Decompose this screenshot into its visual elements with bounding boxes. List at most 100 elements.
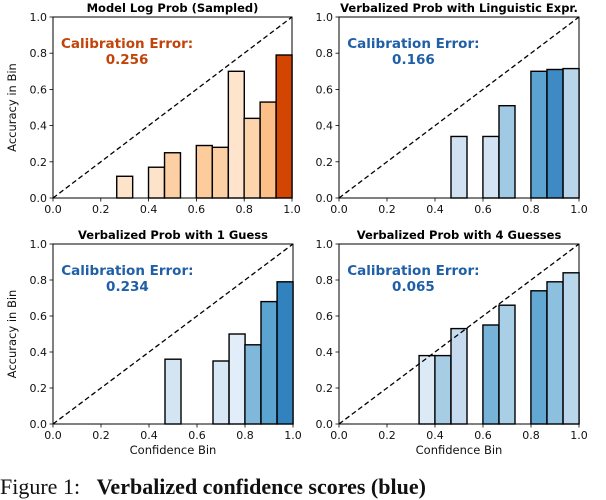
- y-tick-label: 0.8: [316, 274, 334, 287]
- y-tick-label: 1.0: [316, 11, 334, 24]
- x-tick-label: 0.8: [522, 429, 540, 442]
- bar: [434, 354, 452, 425]
- subplot-title: Verbalized Prob with 4 Guesses: [357, 228, 562, 242]
- y-axis-label: Accuracy in Bin: [5, 290, 19, 379]
- y-tick-label: 0.4: [316, 346, 334, 359]
- perfect-calibration-line: [338, 243, 580, 425]
- subplot-title: Verbalized Prob with 1 Guess: [78, 228, 268, 242]
- x-tick-label: 0.6: [188, 203, 206, 216]
- x-tick-label: 0.0: [44, 429, 62, 442]
- y-tick-label: 0.6: [316, 310, 334, 323]
- bar: [227, 70, 245, 199]
- subplot-title: Model Log Prob (Sampled): [87, 1, 259, 15]
- bar: [498, 104, 516, 199]
- x-tick-label: 0.0: [330, 429, 348, 442]
- x-tick-label: 0.0: [44, 203, 62, 216]
- y-tick-label: 0.6: [316, 83, 334, 96]
- x-tick-label: 1.0: [570, 203, 588, 216]
- y-tick-label: 0.4: [316, 120, 334, 133]
- perfect-calibration-line: [52, 16, 293, 199]
- x-tick-label: 0.8: [522, 203, 540, 216]
- bar: [562, 272, 580, 425]
- calibration-error-value: 0.166: [392, 52, 435, 68]
- x-axis-label: Confidence Bin: [416, 443, 503, 457]
- bar: [530, 70, 548, 199]
- x-tick-label: 0.8: [235, 203, 253, 216]
- bar: [147, 166, 166, 199]
- calibration-error-value: 0.234: [106, 279, 149, 295]
- x-tick-label: 0.6: [474, 203, 492, 216]
- x-tick-label: 0.2: [378, 203, 396, 216]
- y-tick-label: 1.0: [30, 11, 48, 24]
- bar: [498, 304, 516, 425]
- bar: [482, 324, 500, 425]
- y-tick-label: 1.0: [30, 238, 48, 251]
- bar: [243, 117, 261, 199]
- bar: [450, 327, 468, 425]
- axes-frame: [52, 243, 294, 425]
- y-tick-label: 0.8: [30, 47, 48, 60]
- y-tick-label: 0.2: [316, 382, 334, 395]
- y-axis-label: Accuracy in Bin: [5, 63, 19, 152]
- x-tick-label: 0.4: [140, 203, 158, 216]
- bar: [562, 67, 580, 199]
- perfect-calibration-line: [338, 16, 580, 199]
- y-tick-label: 0.0: [316, 418, 334, 431]
- bar: [482, 135, 500, 199]
- subplot-3: 0.0 0.2 0.4 0.6 0.8 1.0 0.0 0.2 0.4 0.6 0.8 1.0 Verb…: [5, 228, 302, 457]
- y-tick-label: 0.2: [30, 156, 48, 169]
- y-tick-label: 1.0: [316, 238, 334, 251]
- subplot-title: Verbalized Prob with Linguistic Expr.: [340, 1, 578, 15]
- y-tick-label: 0.8: [30, 274, 48, 287]
- bar: [244, 344, 262, 425]
- y-tick-label: 0.4: [30, 346, 48, 359]
- bar: [163, 152, 182, 199]
- x-tick-label: 0.4: [426, 429, 444, 442]
- x-tick-label: 0.0: [330, 203, 348, 216]
- x-tick-label: 1.0: [283, 203, 301, 216]
- calibration-error-value: 0.256: [106, 52, 149, 68]
- bar: [260, 300, 278, 425]
- calibration-error-value: 0.065: [392, 279, 435, 295]
- x-tick-label: 0.2: [92, 429, 110, 442]
- axes-frame: [338, 16, 580, 199]
- subplot-2: 0.0 0.2 0.4 0.6 0.8 1.0 0.0 0.2 0.4 0.6 0.8 1.0 Verb…: [316, 1, 588, 216]
- bar: [228, 333, 246, 425]
- bar: [418, 354, 436, 425]
- y-tick-label: 0.0: [30, 192, 48, 205]
- axes-frame: [52, 16, 293, 199]
- x-tick-label: 0.8: [236, 429, 254, 442]
- perfect-calibration-line: [52, 243, 294, 425]
- x-tick-label: 0.6: [474, 429, 492, 442]
- x-tick-label: 0.2: [92, 203, 110, 216]
- bar: [546, 68, 564, 199]
- x-axis-label: Confidence Bin: [130, 443, 217, 457]
- axes-frame: [338, 243, 580, 425]
- x-tick-label: 0.4: [140, 429, 158, 442]
- bar: [116, 175, 134, 199]
- subplot-4: 0.0 0.2 0.4 0.6 0.8 1.0 0.0 0.2 0.4 0.6 0.8 1.0 Verb…: [316, 228, 588, 457]
- bar: [164, 358, 182, 425]
- bar: [450, 135, 468, 199]
- bar: [212, 360, 230, 425]
- caption-label: Figure 1:: [0, 474, 81, 499]
- bar: [276, 281, 294, 425]
- subplot-1: 0.0 0.2 0.4 0.6 0.8 1.0 0.0 0.2 0.4 0.6 0.8 1.0 Mode…: [5, 1, 301, 216]
- y-tick-label: 0.0: [316, 192, 334, 205]
- x-tick-label: 1.0: [284, 429, 302, 442]
- caption-text: Verbalized confidence scores (blue): [96, 474, 426, 499]
- bar: [546, 281, 564, 425]
- calibration-error-label: Calibration Error:: [347, 36, 479, 52]
- y-tick-label: 0.6: [30, 310, 48, 323]
- bar: [211, 146, 229, 199]
- x-tick-label: 0.4: [426, 203, 444, 216]
- x-tick-label: 0.2: [378, 429, 396, 442]
- x-tick-label: 1.0: [570, 429, 588, 442]
- calibration-error-label: Calibration Error:: [347, 263, 479, 279]
- y-tick-label: 0.2: [316, 156, 334, 169]
- x-tick-label: 0.6: [188, 429, 206, 442]
- bar: [195, 144, 213, 199]
- y-tick-label: 0.8: [316, 47, 334, 60]
- bar: [259, 101, 277, 199]
- calibration-error-label: Calibration Error:: [61, 36, 193, 52]
